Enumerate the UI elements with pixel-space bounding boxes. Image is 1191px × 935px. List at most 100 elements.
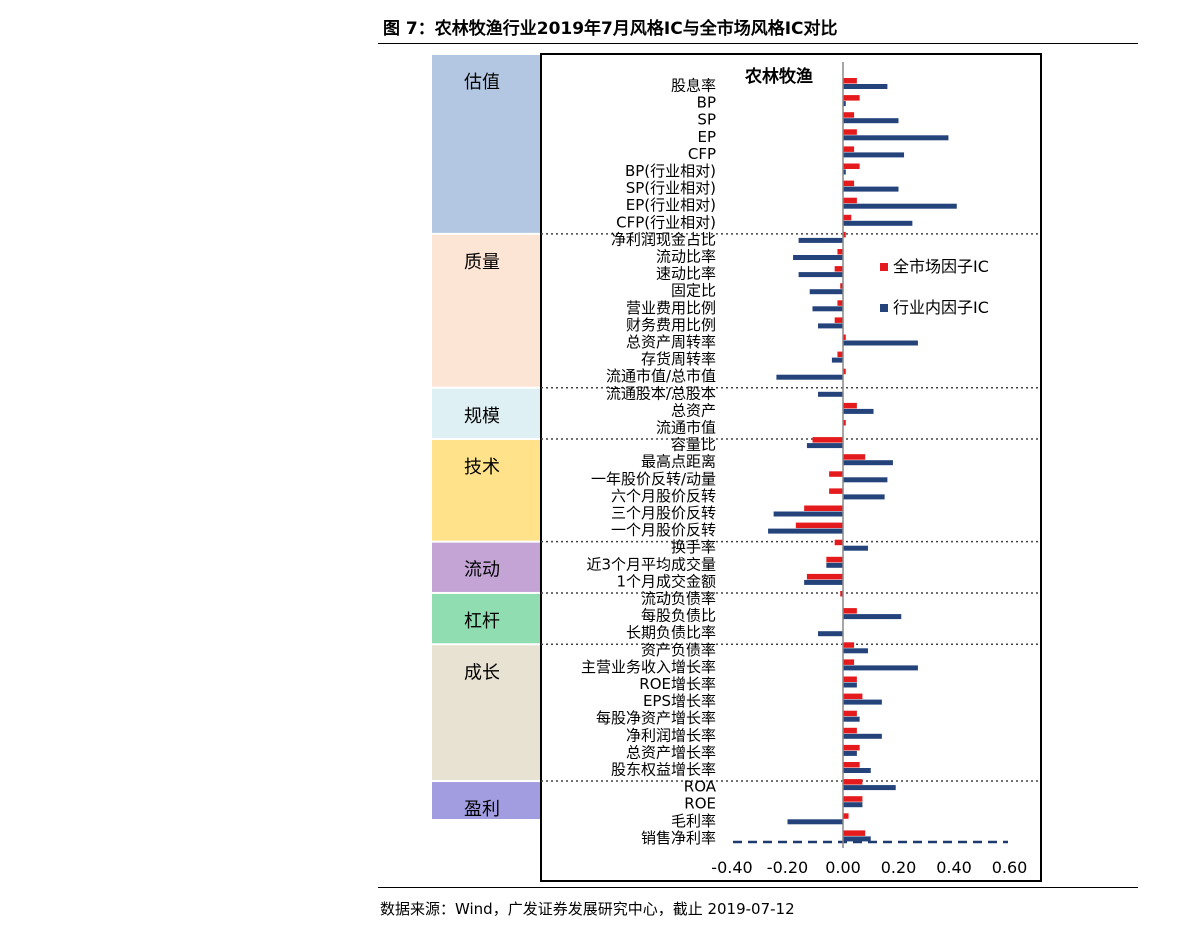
category-label: SP [697,111,716,129]
bar-industry-ic [843,716,860,722]
bar-industry-ic [793,255,843,260]
bar-market-ic [843,129,857,135]
bar-industry-ic [798,237,843,243]
category-label: ROA [684,778,717,796]
x-tick-label: 0.60 [992,858,1028,877]
category-label: 一年股价反转/动量 [591,470,716,488]
category-label: 营业费用比例 [626,299,716,317]
bar-market-ic [843,659,855,665]
bar-market-ic [829,471,843,477]
category-label: 股东权益增长率 [611,761,716,779]
bar-market-ic [826,556,843,563]
group-label: 盈利 [464,799,500,820]
bar-industry-ic [843,203,957,209]
bar-market-ic [843,454,866,460]
category-label: 资产负债率 [641,641,716,659]
bar-market-ic [804,505,843,511]
bar-market-ic [843,762,860,768]
category-label: ROE [684,795,716,813]
bar-industry-ic [843,768,871,773]
x-tick-label: -0.20 [767,858,808,877]
category-label: 流通市值/总市值 [606,367,716,385]
category-label: 流动负债率 [641,590,716,608]
category-label: 1个月成交金额 [616,572,716,590]
bar-market-ic [843,112,855,118]
bar-market-ic [840,283,843,289]
bar-market-ic [843,710,857,717]
category-label: 每股负债比 [641,607,716,625]
bar-market-ic [843,796,863,802]
bar-industry-ic [843,340,918,346]
bar-market-ic [843,642,855,648]
x-tick-label: 0.20 [881,858,917,877]
bar-market-ic [843,334,846,340]
category-label: 总资产增长率 [626,743,716,761]
bar-market-ic [843,744,860,751]
category-label: CFP(行业相对) [616,213,716,231]
legend-swatch [880,263,888,271]
bar-market-ic [806,573,843,580]
category-label: 六个月股价反转 [611,487,716,505]
category-label: SP(行业相对) [626,179,716,197]
bar-market-ic [812,437,843,443]
category-label: 流通市值 [656,419,716,437]
bar-industry-ic [843,614,902,620]
category-label: 毛利率 [671,812,716,830]
category-label: EPS增长率 [643,692,716,710]
bar-industry-ic [806,443,843,449]
bar-industry-ic [787,819,843,825]
bar-industry-ic [809,289,843,295]
group-label: 技术 [464,457,500,478]
category-label: 速动比率 [656,265,716,283]
group-panel [432,593,540,644]
bar-market-ic [843,197,857,204]
category-label: 长期负债比率 [626,624,716,642]
bar-industry-ic [843,545,868,551]
bar-market-ic [843,420,846,426]
group-panel [432,55,540,233]
category-label: 固定比 [671,282,716,300]
source-note: 数据来源：Wind，广发证券发展研究中心，截止 2019-07-12 [380,900,795,918]
plot-frame [540,53,1042,882]
category-label: 流动比率 [656,248,716,266]
category-label: EP(行业相对) [626,196,716,214]
bar-industry-ic [804,579,843,585]
bar-industry-ic [818,631,843,637]
bar-industry-ic [798,272,843,278]
bar-market-ic [843,368,846,375]
x-tick-label: 0.00 [825,858,861,877]
category-label: 每股净资产增长率 [596,709,716,727]
bar-market-ic [837,300,843,306]
bar-market-ic [843,676,857,682]
bar-market-ic [795,522,843,529]
category-label: 流通股本/总股本 [606,384,716,402]
bar-market-ic [843,779,863,785]
bar-market-ic [843,180,855,187]
bar-industry-ic [843,494,885,500]
bar-industry-ic [843,802,863,808]
bar-market-ic [843,146,855,152]
bar-market-ic [843,693,863,700]
bar-market-ic [843,214,852,221]
bar-industry-ic [843,101,846,107]
group-panel [432,440,540,541]
source-divider [378,887,1138,888]
legend-label: 全市场因子IC [893,257,989,276]
bar-industry-ic [843,785,896,791]
category-label: 股息率 [671,77,716,95]
group-separators [541,233,1041,844]
bar-industry-ic [843,186,899,192]
legend-swatch [880,304,888,312]
figure-title: 图 7：农林牧渔行业2019年7月风格IC与全市场风格IC对比 [383,19,838,39]
bar-industry-ic [812,306,843,312]
category-label: 最高点距离 [641,453,716,471]
category-labels: 股息率BPSPEPCFPBP(行业相对)SP(行业相对)EP(行业相对)CFP(… [581,77,717,847]
category-label: 总资产周转率 [626,333,716,351]
x-axis: -0.40 -0.20 0.00 0.20 0.40 0.60 [711,62,1027,877]
bar-industry-ic [843,408,874,414]
group-label: 估值 [464,72,500,93]
bar-industry-ic [843,477,888,483]
bar-market-ic [843,727,857,734]
bar-market-ic [829,488,843,494]
